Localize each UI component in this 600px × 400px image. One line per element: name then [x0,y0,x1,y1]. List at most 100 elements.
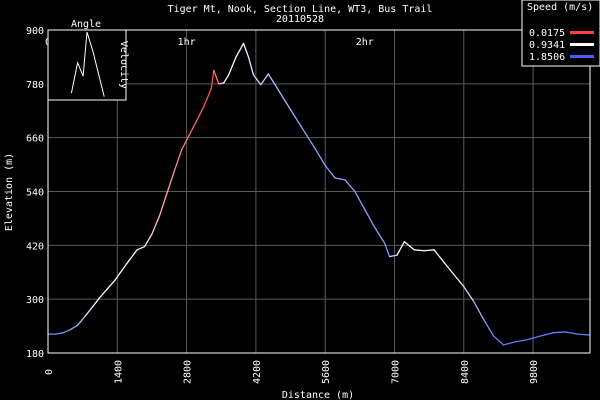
y-axis-label: Elevation (m) [4,153,15,231]
series-line [47,42,591,346]
inset-line [70,31,105,97]
series-segment [275,84,287,103]
series-segment [284,101,297,119]
series-segment [84,306,94,317]
inset-frame [47,29,127,101]
series-segment [423,249,435,252]
series-segment [576,333,591,336]
legend-title: Speed (m/s) [527,2,593,13]
series-segment [294,116,307,134]
series-segment [463,285,475,303]
series-segment [354,190,366,211]
y-tick-label: 900 [26,26,44,37]
angle-inset: Angle Velocity [47,19,129,101]
series-segment [151,215,161,235]
legend-entry-label: 0.0175 [529,28,565,39]
y-tick-label: 420 [26,241,44,252]
legend-swatch [570,55,594,58]
legend-swatch [570,31,594,34]
x-tick-label: 8400 [460,360,471,384]
y-tick-label: 300 [26,295,44,306]
series-segment [344,179,356,193]
x-tick-labels: 0 1400 2800 4200 5600 7000 8400 9800 [44,360,540,384]
x-tick-label: 9800 [529,360,540,384]
series-segment [482,318,495,337]
series-segment [121,259,131,271]
series-segment [188,120,198,137]
series-segment [396,241,406,256]
series-segment [129,249,138,261]
series-segment [91,296,101,308]
series-segment [210,69,215,89]
legend-swatch [570,43,594,46]
series-segment [324,164,336,179]
series-segment [539,332,554,337]
chart-subtitle: 20110528 [276,14,324,25]
series-segment [195,105,205,122]
time-marker-label: 2hr [356,37,374,48]
series-segment [213,69,220,85]
series-segment [433,249,445,264]
series-segment [453,273,465,288]
x-tick-label: 7000 [390,360,401,384]
series-segment [304,132,316,150]
series-segment [515,338,529,343]
series-segment [252,74,262,86]
x-tick-label: 0 [44,369,55,375]
series-segment [228,56,237,76]
series-segment [564,331,579,335]
series-segment [403,241,415,251]
series-segment [413,249,425,252]
time-marker-label: 1hr [178,37,196,48]
series-segment [114,269,123,281]
series-segment [136,246,146,251]
series-segment [242,42,250,58]
series-segment [502,341,517,346]
series-segment [374,226,386,244]
series-segment [443,261,455,276]
series-segment [143,233,153,248]
series-segment [62,329,71,334]
x-tick-label: 4200 [252,360,263,384]
series-segment [173,149,183,172]
x-tick-label: 1400 [113,360,124,384]
series-segment [235,42,245,58]
x-axis-label: Distance (m) [282,390,354,400]
inset-ylabel: Velocity [118,41,129,89]
series-segment [267,73,277,87]
series-segment [99,288,109,299]
series-segment [180,134,190,151]
y-tick-label: 540 [26,188,44,199]
x-tick-label: 2800 [183,360,194,384]
series-segment [383,242,391,258]
series-segment [77,315,86,326]
series-segment [54,332,64,335]
series-segment [106,279,116,290]
y-tick-labels: 180 300 420 540 660 780 900 [26,26,44,360]
legend-entry-label: 1.8506 [529,52,565,63]
series-segment [218,82,225,85]
series-segment [260,73,269,86]
series-segment [388,254,398,258]
inset-title: Angle [71,19,101,30]
x-tick-label: 5600 [321,360,332,384]
series-segment [552,331,566,334]
y-tick-label: 780 [26,80,44,91]
legend-entry-label: 0.9341 [529,40,565,51]
series-segment [158,193,168,217]
chart-title: Tiger Mt, Nook, Section Line, WT3, Bus T… [168,4,433,15]
series-segment [492,335,505,346]
y-tick-label: 660 [26,134,44,145]
series-segment [527,335,542,341]
series-segment [69,324,79,331]
series-segment [247,56,255,76]
plot-frame [47,29,591,354]
series-segment [334,177,346,181]
grid-lines [48,30,590,353]
series-segment [203,87,212,107]
series-segment [364,208,376,229]
series-segment [473,300,485,321]
series-segment [314,148,326,167]
